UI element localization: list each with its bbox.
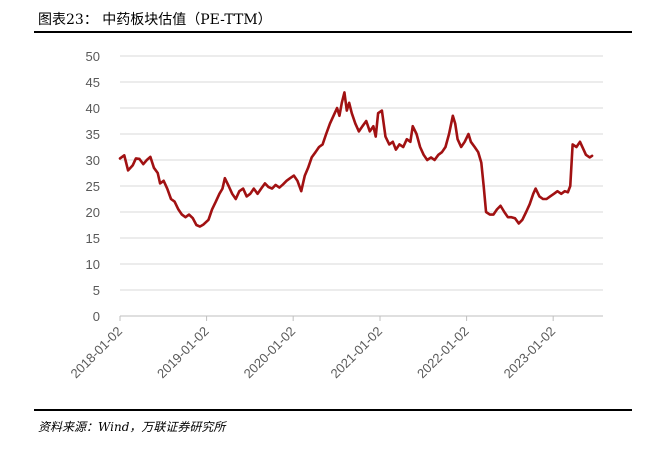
y-tick-label: 15 — [86, 231, 100, 246]
y-axis: 0 5 10 15 20 25 30 35 40 45 50 — [86, 49, 100, 324]
y-tick-label: 25 — [86, 179, 100, 194]
figure-title: 图表23： 中药板块估值（PE-TTM） — [38, 12, 272, 28]
bottom-rule — [34, 409, 632, 411]
x-tick-label: 2018-01-02 — [67, 324, 125, 382]
x-tick-label: 2021-01-02 — [327, 324, 385, 382]
y-tick-label: 50 — [86, 49, 100, 64]
grid-layer — [120, 55, 603, 291]
series-line-0 — [118, 91, 594, 228]
source-note: 资料来源：Wind，万联证券研究所 — [38, 420, 226, 434]
x-axis: 2018-01-02 2019-01-02 2020-01-02 2021-01-02… — [67, 315, 603, 382]
x-tick-label: 2020-01-02 — [241, 324, 299, 382]
y-tick-label: 40 — [86, 101, 100, 116]
y-tick-label: 45 — [86, 75, 100, 90]
x-tick-label: 2023-01-02 — [501, 324, 559, 382]
y-tick-label: 5 — [93, 283, 100, 298]
y-tick-label: 0 — [93, 309, 100, 324]
x-tick-label: 2019-01-02 — [154, 324, 212, 382]
series-layer — [118, 91, 594, 228]
y-tick-label: 30 — [86, 153, 100, 168]
y-tick-label: 10 — [86, 257, 100, 272]
y-tick-label: 35 — [86, 127, 100, 142]
x-tick-label: 2022-01-02 — [414, 324, 472, 382]
y-tick-label: 20 — [86, 205, 100, 220]
top-rule — [34, 31, 632, 33]
